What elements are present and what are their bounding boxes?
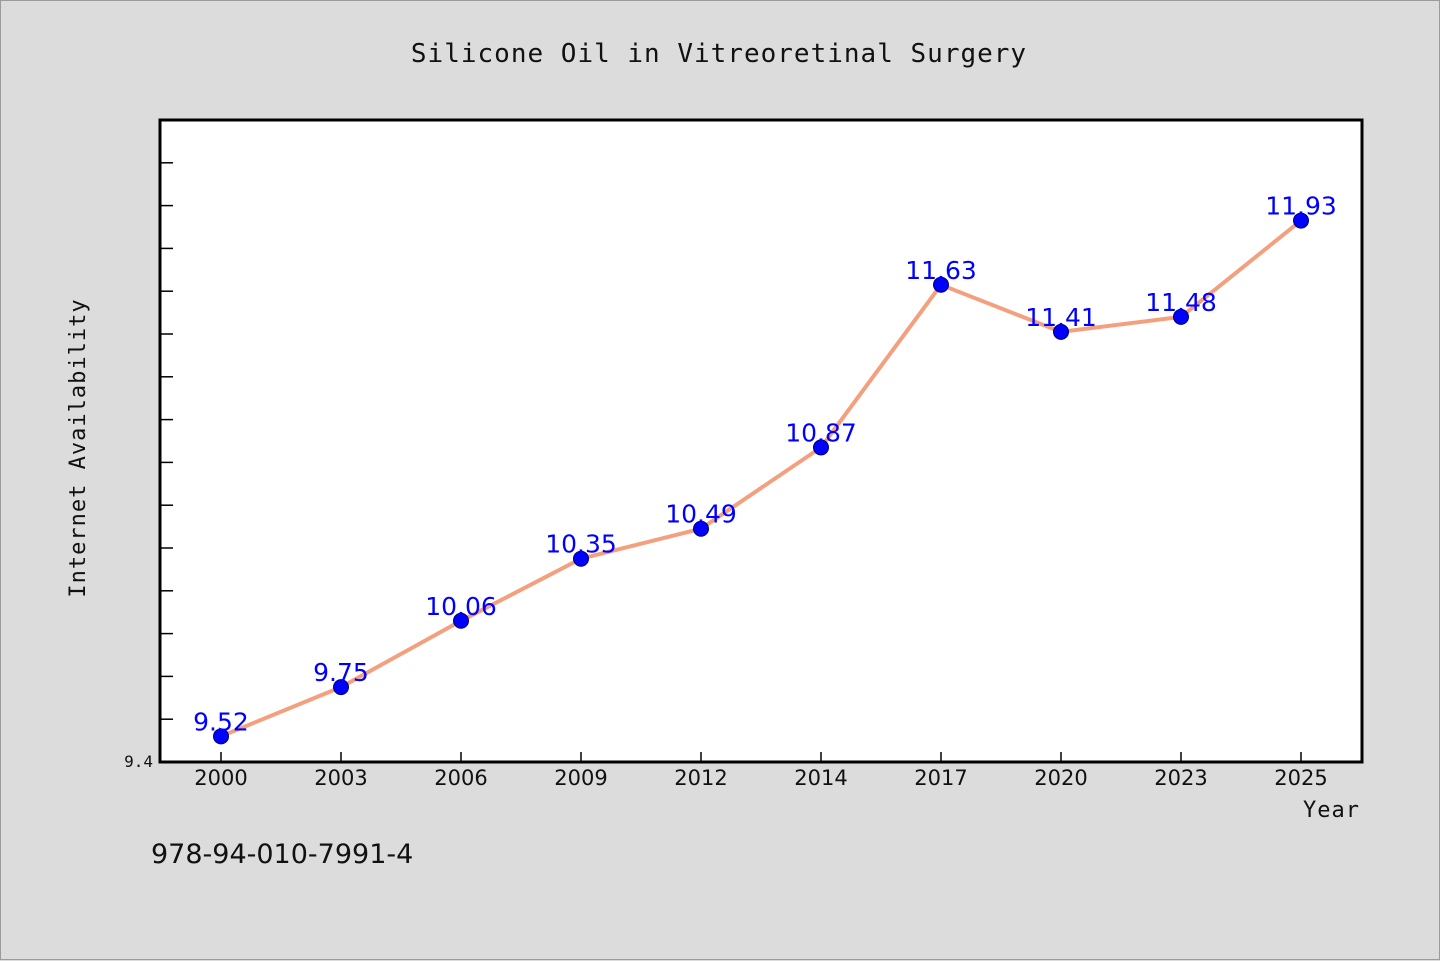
footer-text: 978-94-010-7991-4 [151,839,413,870]
data-label: 11.41 [1025,303,1097,332]
x-axis-ticks [220,752,1302,762]
y-axis-ticks [160,162,173,720]
data-point [1053,323,1069,340]
x-tick-label: 2025 [1274,766,1327,790]
x-tick-label: 2009 [554,766,607,790]
data-point [213,728,229,745]
x-tick-label: 2017 [914,766,967,790]
data-label: 10.49 [665,500,737,529]
data-label: 11.48 [1145,288,1217,317]
data-label: 9.75 [313,658,369,687]
x-tick-label: 2012 [674,766,727,790]
x-axis-label: Year [1303,798,1360,823]
x-tick-label: 2020 [1034,766,1087,790]
x-tick-label: 2023 [1154,766,1207,790]
chart-title: Silicone Oil in Vitreoretinal Surgery [411,39,1027,69]
data-point [1293,212,1309,229]
x-tick-label: 2000 [194,766,247,790]
x-axis-tick-labels: 2000 2003 2006 2009 2012 2014 2017 2020 2023 2025 [194,766,1327,790]
data-point [813,439,829,456]
y-tick-label: 9.4 [124,752,153,771]
data-label: 10.87 [785,418,857,447]
plot-area [158,118,1364,764]
series-markers [213,212,1309,745]
data-labels: 9.52 9.75 10.06 10.35 10.49 10.87 11.63 11.41 11… [193,192,1337,737]
data-label: 10.06 [425,592,497,621]
x-tick-label: 2006 [434,766,487,790]
data-point [693,520,709,537]
data-point [1173,308,1189,325]
data-point [933,276,949,293]
y-axis-label: Internet Availability [66,298,91,597]
data-point [573,550,589,567]
data-label: 11.63 [905,256,977,285]
x-tick-label: 2014 [794,766,847,790]
x-tick-label: 2003 [314,766,367,790]
data-point [333,679,349,696]
series-line [220,219,1303,739]
data-label: 9.52 [193,707,249,736]
data-label: 10.35 [545,530,617,559]
data-label: 11.93 [1265,192,1337,221]
data-point [453,612,469,629]
